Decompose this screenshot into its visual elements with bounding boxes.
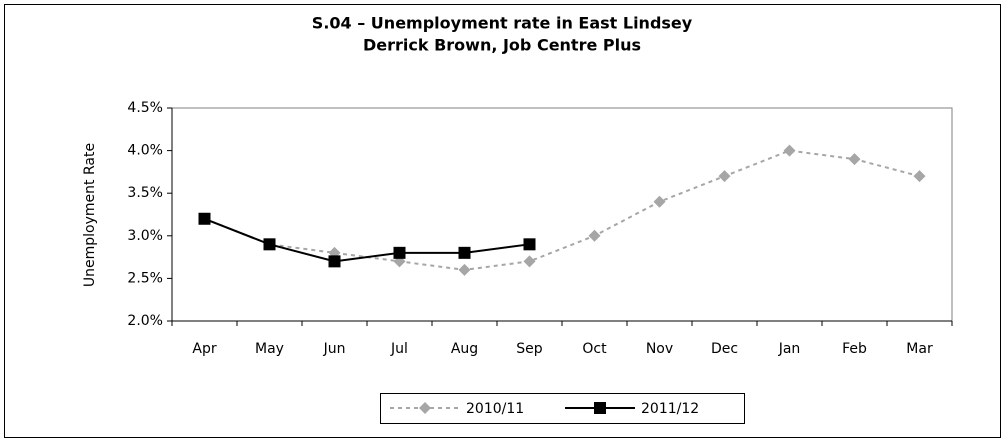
y-tick-label: 4.0% xyxy=(127,143,163,159)
x-tick-label: May xyxy=(255,341,284,357)
data-point xyxy=(263,238,276,251)
data-point xyxy=(653,195,666,208)
y-tick-label: 4.5% xyxy=(127,100,163,116)
data-point xyxy=(783,144,796,157)
data-point xyxy=(588,229,601,242)
legend-label: 2010/11 xyxy=(466,401,524,417)
y-tick-label: 2.5% xyxy=(127,270,163,286)
data-point xyxy=(458,263,471,276)
chart-title: S.04 – Unemployment rate in East Lindsey xyxy=(312,14,693,33)
data-point xyxy=(393,255,406,268)
y-axis-label: Unemployment Rate xyxy=(82,143,98,287)
data-point xyxy=(523,238,536,251)
data-point xyxy=(393,246,406,259)
x-tick-label: Mar xyxy=(906,341,933,357)
data-point xyxy=(848,153,861,166)
data-point xyxy=(913,170,926,183)
legend-label: 2011/12 xyxy=(641,401,699,417)
legend-marker xyxy=(419,402,431,414)
x-tick-label: Jan xyxy=(778,341,801,357)
x-tick-label: Feb xyxy=(842,341,867,357)
x-tick-label: Dec xyxy=(711,341,738,357)
legend-marker xyxy=(594,402,606,414)
series-line xyxy=(204,217,530,263)
y-tick-label: 3.0% xyxy=(127,228,163,244)
y-tick-label: 3.5% xyxy=(127,185,163,201)
data-point xyxy=(458,246,471,259)
x-tick-label: Jun xyxy=(323,341,346,357)
x-tick-label: Sep xyxy=(516,341,543,357)
x-tick-label: Apr xyxy=(192,341,216,357)
x-tick-label: Jul xyxy=(390,341,408,357)
x-tick-label: Nov xyxy=(646,341,673,357)
series-line xyxy=(204,149,920,271)
x-tick-label: Aug xyxy=(451,341,478,357)
plot-area xyxy=(171,107,953,322)
data-point xyxy=(328,255,341,268)
data-point xyxy=(198,212,211,225)
chart-subtitle: Derrick Brown, Job Centre Plus xyxy=(363,36,641,55)
y-tick-label: 2.0% xyxy=(127,313,163,329)
data-point xyxy=(718,170,731,183)
x-tick-label: Oct xyxy=(582,341,607,357)
data-point xyxy=(523,255,536,268)
